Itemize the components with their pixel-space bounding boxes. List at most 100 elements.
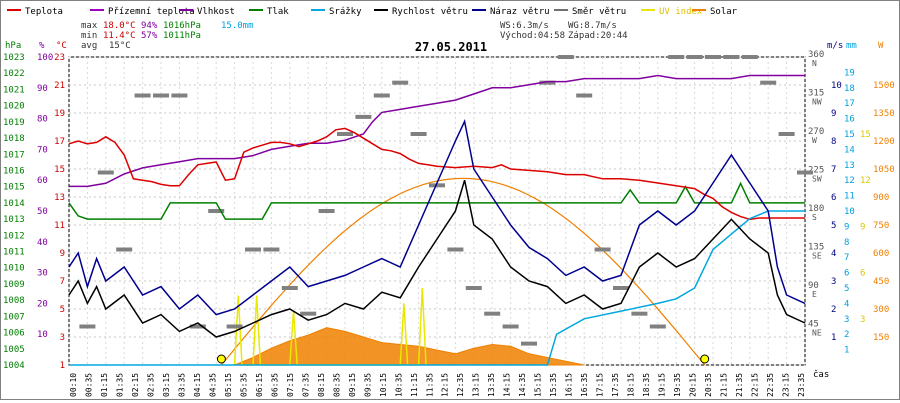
wind-tick-label: 5 (831, 221, 836, 231)
x-tick-label: 14:15 (503, 373, 512, 397)
x-tick-label: 22:15 (751, 373, 760, 397)
x-tick-label: 04:35 (208, 373, 217, 397)
rain-tick-label: 12 (844, 176, 855, 186)
solar-tick-label: 1200 (873, 137, 895, 147)
legend-label: Tlak (267, 7, 289, 17)
direction-tick-label: 315 (808, 89, 824, 99)
uv-tick-label: 12 (860, 176, 871, 186)
hpa-tick-label: 1006 (3, 329, 25, 339)
x-tick-label: 08:35 (332, 373, 341, 397)
stat-wind-gust: WG:8.7m/s (568, 21, 617, 31)
x-tick-label: 00:35 (84, 373, 93, 397)
stat-max-pressure: 1016hPa (163, 21, 201, 31)
wind-direction-mark (318, 209, 335, 213)
temp-tick-label: 3 (60, 333, 65, 343)
x-tick-label: 01:35 (115, 373, 124, 397)
wind-direction-mark (778, 132, 795, 136)
x-tick-label: 06:15 (255, 373, 264, 397)
stat-avg-label: avg (81, 41, 97, 51)
rain-tick-label: 9 (844, 222, 849, 232)
stat-min-humidity: 57% (141, 31, 158, 41)
wind-gust-line (68, 118, 806, 316)
humidity-tick-label: 100 (37, 53, 53, 63)
x-tick-label: 20:15 (689, 373, 698, 397)
wind-direction-mark (631, 311, 648, 316)
hpa-tick-label: 1014 (3, 199, 25, 209)
wind-direction-mark (281, 286, 298, 290)
x-tick-label: 17:35 (611, 373, 620, 397)
rain-tick-label: 6 (844, 269, 849, 279)
rain-tick-label: 5 (844, 284, 849, 294)
uv-tick-label: 15 (860, 130, 871, 140)
wind-direction-mark (226, 324, 243, 329)
x-tick-label: 12:15 (441, 373, 450, 397)
rain-tick-label: 16 (844, 115, 855, 125)
wind-direction-mark (484, 311, 501, 316)
hpa-tick-label: 1023 (3, 53, 25, 63)
wind-tick-label: 3 (831, 277, 836, 287)
temp-tick-label: 21 (54, 81, 65, 91)
wind-direction-mark (447, 247, 464, 252)
legend-label: Teplota (25, 7, 63, 17)
legend-label: Směr větru (572, 7, 626, 17)
legend-label: UV index (659, 7, 703, 17)
legend-label: Vlhkost (197, 7, 235, 17)
sun-arc (220, 177, 706, 366)
hpa-tick-label: 1017 (3, 150, 25, 160)
rain-tick-label: 19 (844, 68, 855, 78)
stat-max-label: max (81, 21, 98, 31)
rain-tick-label: 17 (844, 99, 855, 109)
hpa-tick-label: 1004 (3, 361, 25, 371)
x-tick-label: 14:35 (518, 373, 527, 397)
x-axis-label: čas (813, 369, 829, 380)
x-tick-label: 10:35 (394, 373, 403, 397)
legend-label: Srážky (329, 7, 362, 17)
hpa-tick-label: 1008 (3, 296, 25, 306)
x-tick-label: 12:35 (456, 373, 465, 397)
solar-tick-label: 1350 (873, 109, 895, 119)
solar-tick-label: 750 (873, 221, 889, 231)
rain-tick-label: 7 (844, 253, 849, 263)
x-tick-label: 09:35 (363, 373, 372, 397)
hpa-tick-label: 1011 (3, 248, 25, 258)
x-tick-label: 03:15 (162, 373, 171, 397)
stats-block: max 18.0°C 94% 1016hPa 15.0mm min 11.4°C… (81, 21, 628, 51)
wind-direction-mark (189, 324, 206, 329)
x-tick-label: 06:35 (270, 373, 279, 397)
direction-tick-label: 180 (808, 204, 824, 214)
legend: Teplota Přízemní teplota Vlhkost Tlak Srážky… (7, 7, 738, 17)
x-tick-label: 02:15 (131, 373, 140, 397)
temp-tick-label: 15 (54, 165, 65, 175)
temp-tick-label: 1 (60, 361, 65, 371)
x-tick-label: 03:35 (177, 373, 186, 397)
stat-max-humidity: 94% (141, 21, 158, 31)
x-tick-label: 15:15 (534, 373, 543, 397)
wind-direction-mark (337, 132, 353, 136)
wind-direction-mark (521, 341, 537, 346)
direction-tick-label: 360 (808, 50, 824, 60)
rain-tick-label: 11 (844, 192, 855, 202)
x-tick-label: 10:15 (379, 373, 388, 397)
x-tick-label: 21:35 (735, 373, 744, 397)
uv-tick-label: 6 (860, 269, 865, 279)
hpa-tick-label: 1010 (3, 264, 25, 274)
wind-direction-mark (373, 93, 390, 98)
wind-direction-mark (465, 286, 482, 290)
wind-direction-mark (97, 170, 114, 175)
temp-tick-label: 13 (54, 193, 65, 203)
x-tick-label: 00:10 (69, 373, 78, 397)
x-tick-label: 05:15 (224, 373, 233, 397)
x-tick-label: 11:35 (425, 373, 434, 397)
x-tick-label: 23:15 (782, 373, 791, 397)
x-tick-label: 05:35 (239, 373, 248, 397)
hpa-tick-label: 1009 (3, 280, 25, 290)
direction-label: NW (812, 98, 822, 107)
wind-tick-label: 7 (831, 165, 836, 175)
wind-direction-mark (686, 55, 703, 59)
wind-direction-mark (171, 93, 188, 98)
wind-direction-mark (594, 247, 611, 252)
x-tick-label: 18:15 (627, 373, 636, 397)
x-tick-label: 13:35 (487, 373, 496, 397)
wind-direction-mark (429, 183, 445, 188)
rain-tick-label: 2 (844, 330, 849, 340)
